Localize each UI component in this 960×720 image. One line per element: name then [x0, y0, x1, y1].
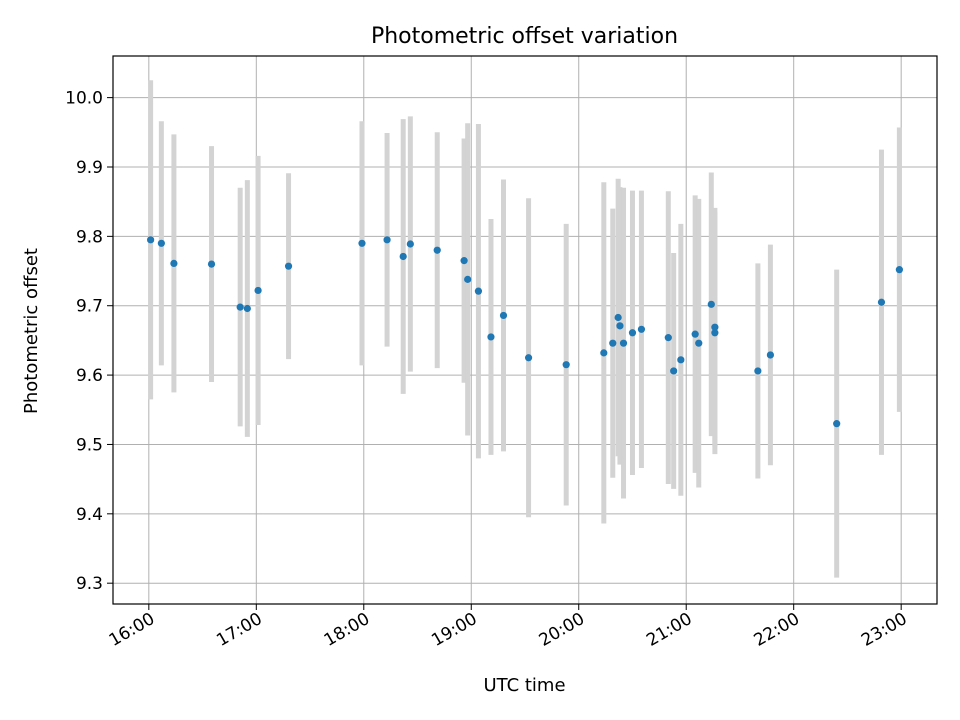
data-point [614, 313, 622, 322]
y-axis-label: Photometric offset [21, 248, 42, 414]
data-point [833, 420, 841, 428]
data-point [157, 239, 165, 247]
data-point [766, 351, 775, 359]
data-point [524, 354, 533, 362]
data-point [628, 329, 637, 337]
data-point [383, 236, 391, 244]
data-point [406, 240, 414, 248]
data-point [609, 339, 617, 347]
data-point [670, 367, 678, 375]
data-point [207, 260, 216, 268]
data-point [695, 339, 703, 347]
data-point [619, 339, 628, 347]
y-tick-label: 9.7 [76, 297, 103, 317]
data-point [616, 322, 624, 330]
data-point [433, 246, 441, 254]
data-point [399, 252, 407, 261]
data-point [707, 300, 715, 308]
data-point [677, 356, 685, 364]
chart-title: Photometric offset variation [371, 24, 678, 49]
y-tick-label: 9.3 [76, 574, 103, 594]
y-tick-label: 9.5 [76, 435, 103, 455]
data-point [170, 259, 178, 268]
data-point [236, 303, 244, 311]
plot-frame [112, 55, 938, 605]
y-tick-label: 9.4 [76, 505, 103, 525]
data-point [243, 304, 251, 313]
y-tick-label: 9.6 [76, 366, 103, 386]
y-tick-label: 9.8 [76, 227, 103, 247]
data-point [474, 287, 483, 295]
data-point [460, 257, 468, 265]
data-point [464, 275, 472, 283]
data-points [147, 236, 903, 428]
data-point [711, 329, 719, 337]
y-tick-label: 10.0 [65, 89, 103, 109]
data-point [754, 367, 762, 375]
data-point [499, 311, 508, 320]
data-point [877, 298, 886, 306]
data-point [711, 323, 719, 331]
data-point [600, 349, 608, 357]
data-point [691, 330, 699, 338]
data-point [637, 325, 646, 333]
data-point [147, 236, 155, 244]
y-tick-label: 9.9 [76, 158, 103, 178]
data-point [895, 266, 903, 274]
data-point [562, 361, 570, 369]
data-point [284, 262, 293, 270]
data-point [487, 333, 495, 341]
x-axis-label: UTC time [483, 675, 565, 696]
data-point [254, 286, 262, 295]
data-point [358, 239, 366, 247]
data-point [664, 334, 672, 342]
